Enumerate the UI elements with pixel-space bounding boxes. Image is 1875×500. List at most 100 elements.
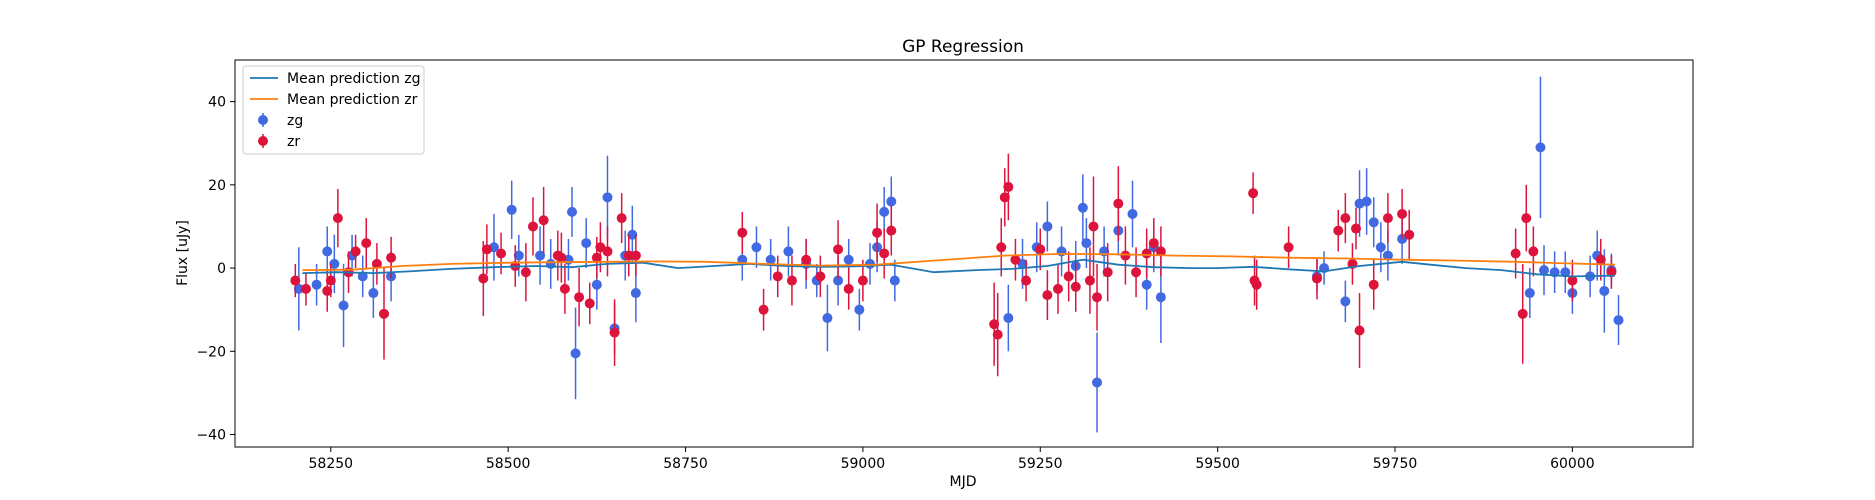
zr-point: [371, 258, 382, 269]
zr-point: [1567, 275, 1578, 286]
zg-point: [1599, 285, 1610, 296]
legend-marker-zg: [258, 115, 268, 125]
x-tick-label: 59250: [1018, 456, 1063, 472]
zr-point: [999, 192, 1010, 203]
legend-label-zg: zg: [287, 113, 303, 129]
zr-point: [1354, 325, 1365, 336]
y-tick-label: −40: [196, 428, 226, 444]
x-tick-label: 59000: [841, 456, 886, 472]
zg-point: [1127, 208, 1138, 219]
zr-point: [1521, 213, 1532, 224]
zg-point: [1375, 242, 1386, 253]
y-axis-label: Flux [uJy]: [175, 220, 191, 286]
y-tick-label: 0: [217, 261, 226, 277]
zg-point: [329, 258, 340, 269]
zg-point: [338, 300, 349, 311]
zg-point: [311, 279, 322, 290]
zr-point: [322, 285, 333, 296]
zg-point: [630, 288, 641, 299]
zg-point: [591, 279, 602, 290]
x-tick-label: 59500: [1195, 456, 1240, 472]
zg-point: [1539, 265, 1550, 276]
zr-point: [1092, 292, 1103, 303]
zr-point: [616, 213, 627, 224]
x-tick-label: 58500: [486, 456, 531, 472]
zr-point: [1063, 271, 1074, 282]
zr-point: [992, 329, 1003, 340]
zg-point: [322, 246, 333, 257]
zg-point: [1003, 313, 1014, 323]
zg-point: [1368, 217, 1379, 228]
x-axis-label: MJD: [950, 474, 977, 490]
axes-frame: [234, 59, 1694, 448]
zr-point: [584, 298, 595, 309]
zr-point: [630, 250, 641, 261]
zr-point: [801, 254, 812, 265]
zr-point: [1517, 308, 1528, 319]
x-tick-label: 60000: [1550, 456, 1595, 472]
zr-point: [1141, 248, 1152, 259]
zg-point: [889, 275, 900, 286]
zr-point: [1368, 279, 1379, 290]
zr-point: [758, 304, 769, 315]
zr-point: [879, 248, 890, 259]
zr-point: [361, 238, 372, 249]
zr-point: [386, 252, 397, 263]
zg-point: [843, 254, 854, 265]
zr-point: [1350, 223, 1361, 234]
zr-point: [1003, 181, 1014, 192]
zr-point: [989, 319, 1000, 330]
series-zg: [293, 76, 1624, 433]
zg-point: [1340, 296, 1351, 307]
zr-point: [1528, 246, 1539, 257]
zg-point: [1524, 288, 1535, 299]
zg-point: [1382, 250, 1393, 261]
zr-point: [1311, 273, 1322, 284]
zr-point: [815, 271, 826, 282]
legend-marker-zr: [258, 136, 268, 146]
zr-point: [378, 308, 389, 319]
zg-point: [368, 288, 379, 299]
zr-point: [1035, 244, 1046, 255]
zr-point: [623, 250, 634, 261]
zr-point: [1010, 254, 1021, 265]
zr-point: [1155, 246, 1166, 257]
zr-point: [1404, 229, 1415, 240]
zr-point: [527, 221, 538, 232]
mean-prediction-zg-line: [302, 258, 1616, 278]
zr-point: [520, 267, 531, 278]
zr-point: [478, 273, 489, 284]
zg-point: [886, 196, 897, 207]
zr-point: [1102, 267, 1113, 278]
zg-point: [765, 254, 776, 265]
zr-point: [350, 246, 361, 257]
zg-point: [783, 246, 794, 257]
zr-point: [1088, 221, 1099, 232]
zr-point: [1021, 275, 1032, 286]
mean-prediction-zr-line: [302, 253, 1616, 271]
zg-point: [567, 206, 578, 217]
zg-point: [1535, 142, 1546, 153]
x-tick-label: 59750: [1373, 456, 1418, 472]
zr-point: [559, 283, 570, 294]
plot-area: [290, 76, 1624, 433]
zr-point: [1070, 281, 1081, 292]
zr-point: [574, 292, 585, 303]
zr-point: [538, 215, 549, 226]
zg-point: [1056, 246, 1067, 257]
y-tick-label: 40: [208, 95, 226, 111]
zr-point: [496, 248, 507, 259]
y-tick-label: −20: [196, 344, 226, 360]
zg-point: [293, 283, 304, 294]
zg-point: [535, 250, 546, 261]
zg-point: [1560, 267, 1571, 278]
zg-point: [1042, 221, 1053, 232]
zg-point: [1361, 196, 1372, 207]
legend-label-mean-zg: Mean prediction zg: [287, 71, 421, 87]
zg-point: [357, 271, 368, 282]
zr-point: [591, 252, 602, 263]
zr-point: [1251, 279, 1262, 290]
zg-point: [833, 275, 844, 286]
zr-point: [857, 275, 868, 286]
zr-point: [1397, 208, 1408, 219]
